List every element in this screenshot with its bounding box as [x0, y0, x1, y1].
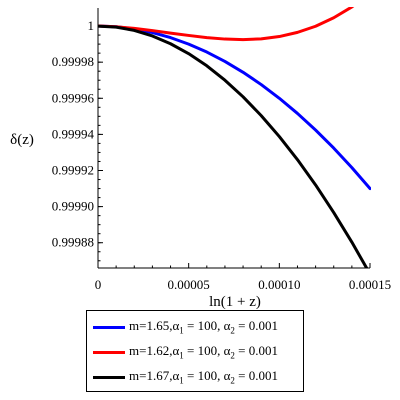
- legend-entry: m=1.65,α1 = 100, α2 = 0.001: [87, 317, 303, 337]
- series-line-1: [98, 24, 371, 191]
- legend-label: m=1.62,α1 = 100, α2 = 0.001: [129, 343, 279, 361]
- legend-entry: m=1.62,α1 = 100, α2 = 0.001: [87, 342, 303, 362]
- legend-label: m=1.65,α1 = 100, α2 = 0.001: [129, 318, 279, 336]
- y-tick-label: 0.99994: [52, 126, 95, 141]
- series-lines: [98, 7, 371, 268]
- x-tick-label: 0.00010: [258, 277, 300, 292]
- y-tick-label: 0.99998: [52, 54, 94, 69]
- y-tick-label: 1: [88, 18, 95, 33]
- x-tick-label: 0.00005: [168, 277, 210, 292]
- x-axis-label: ln(1 + z): [209, 294, 261, 310]
- y-tick-label: 0.99996: [52, 90, 95, 105]
- legend-swatch: [93, 326, 125, 329]
- x-tick-label: 0.00015: [349, 277, 391, 292]
- series-line-3: [98, 24, 369, 268]
- legend: m=1.65,α1 = 100, α2 = 0.001 m=1.62,α1 = …: [86, 310, 304, 392]
- legend-swatch: [93, 376, 125, 379]
- x-tick-label: 0: [95, 277, 102, 292]
- y-tick-label: 0.99992: [52, 163, 94, 178]
- y-axis-label: δ(z): [10, 132, 34, 148]
- axes: 0.99988 0.99990 0.99992 0.99994 0.99996 0.999…: [52, 8, 391, 292]
- y-tick-label: 0.99988: [52, 235, 94, 250]
- legend-label: m=1.67,α1 = 100, α2 = 0.001: [129, 368, 279, 386]
- series-line-2: [98, 7, 355, 42]
- y-tick-label: 0.99990: [52, 199, 94, 214]
- legend-swatch: [93, 351, 125, 354]
- chart: 0.99988 0.99990 0.99992 0.99994 0.99996 0.999…: [10, 7, 391, 310]
- legend-entry: m=1.67,α1 = 100, α2 = 0.001: [87, 367, 303, 387]
